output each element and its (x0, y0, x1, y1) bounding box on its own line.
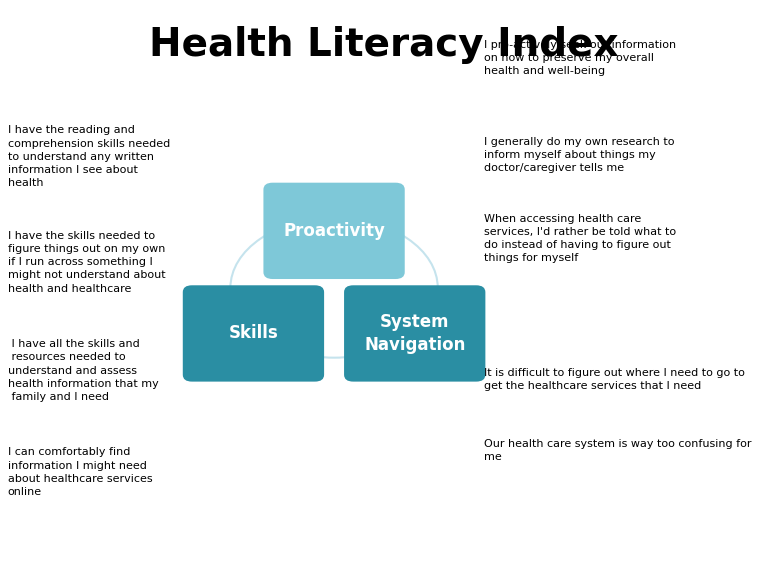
Text: When accessing health care
services, I'd rather be told what to
do instead of ha: When accessing health care services, I'd… (484, 214, 676, 263)
Text: I pro-actively seek out information
on how to preserve my overall
health and wel: I pro-actively seek out information on h… (484, 40, 676, 76)
Text: Health Literacy Index: Health Literacy Index (149, 26, 619, 64)
Text: Skills: Skills (229, 324, 278, 343)
Text: Proactivity: Proactivity (283, 222, 385, 240)
FancyBboxPatch shape (263, 182, 405, 279)
Text: I have all the skills and
 resources needed to
understand and assess
health info: I have all the skills and resources need… (8, 339, 158, 402)
FancyBboxPatch shape (183, 286, 324, 382)
Text: Our health care system is way too confusing for
me: Our health care system is way too confus… (484, 439, 751, 462)
Text: I can comfortably find
information I might need
about healthcare services
online: I can comfortably find information I mig… (8, 447, 152, 497)
Text: System
Navigation: System Navigation (364, 314, 465, 353)
Text: I have the reading and
comprehension skills needed
to understand any written
inf: I have the reading and comprehension ski… (8, 125, 170, 188)
Text: It is difficult to figure out where I need to go to
get the healthcare services : It is difficult to figure out where I ne… (484, 368, 745, 391)
FancyBboxPatch shape (344, 286, 485, 382)
Text: I have the skills needed to
figure things out on my own
if I run across somethin: I have the skills needed to figure thing… (8, 231, 165, 294)
Text: I generally do my own research to
inform myself about things my
doctor/caregiver: I generally do my own research to inform… (484, 137, 674, 173)
